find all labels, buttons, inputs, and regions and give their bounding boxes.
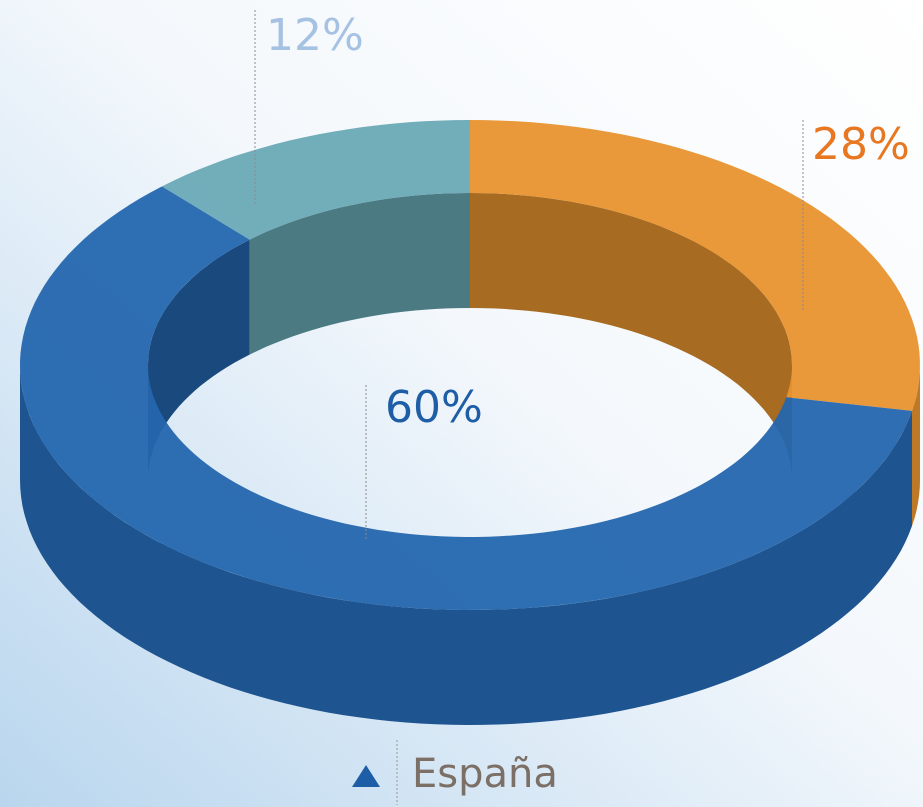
legend-marker — [352, 765, 380, 787]
chart-title: España — [412, 751, 558, 797]
data-label: 12% — [266, 10, 364, 61]
slice-inner-wall — [249, 193, 470, 355]
slice-side — [20, 365, 912, 725]
slice-inner-wall — [148, 239, 250, 480]
data-label: 60% — [385, 382, 483, 433]
slice — [20, 186, 912, 610]
data-label: 28% — [812, 119, 910, 170]
slice — [470, 120, 920, 411]
slice — [162, 120, 470, 240]
plot — [20, 120, 920, 725]
slice-side — [912, 365, 920, 526]
slice-inner-wall — [470, 193, 792, 480]
